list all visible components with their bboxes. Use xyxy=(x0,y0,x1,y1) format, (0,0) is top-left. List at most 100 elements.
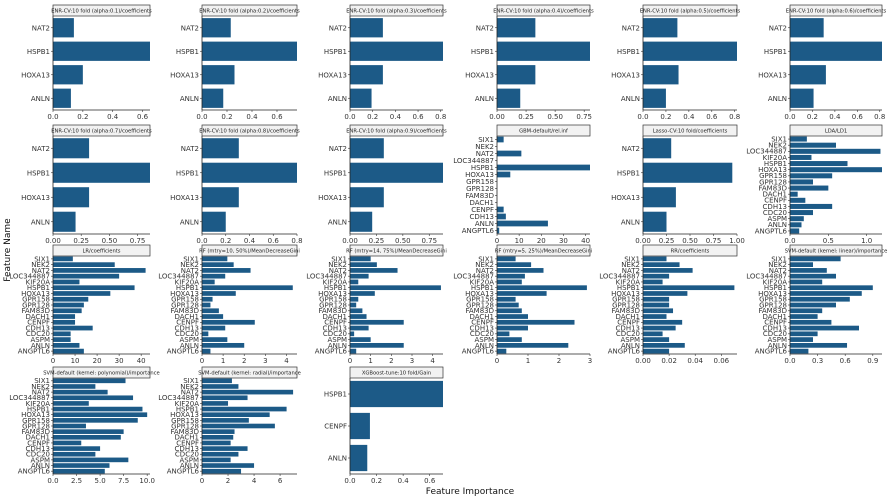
y-tick-label: NAT2 xyxy=(622,267,640,275)
bar-cenpf xyxy=(497,319,575,325)
bar-gpr158 xyxy=(790,173,833,179)
bar-cdh13 xyxy=(202,325,226,331)
y-tick-label: KIF20A xyxy=(26,278,51,286)
y-tick-label: GPR158 xyxy=(759,296,787,304)
panel-10: GBM-default/rel.inf SIX1NEK2NAT2LOC344887… xyxy=(453,124,591,245)
y-tick-label: HSPB1 xyxy=(27,169,50,177)
bar-angptl6 xyxy=(790,228,800,234)
bar-fam83d xyxy=(790,185,829,191)
panel-title: ENR-CV:10 fold (alpha:0.1)/coefficients xyxy=(51,9,152,15)
y-tick-label: GPR158 xyxy=(319,296,347,304)
y-tick-label: ANGPTL6 xyxy=(18,348,51,356)
y-tick-label: CDC20 xyxy=(323,330,347,338)
bar-nat2 xyxy=(350,18,383,38)
x-tick-label: 0.25 xyxy=(369,237,385,245)
bar-cenpf xyxy=(790,197,806,203)
y-tick-label: CDC20 xyxy=(26,330,50,338)
panel-header xyxy=(52,366,151,379)
bar-nek2 xyxy=(790,142,836,148)
bar-anln xyxy=(350,88,372,108)
bar-nat2 xyxy=(202,18,231,38)
bar-hspb1 xyxy=(497,164,590,171)
y-tick-label: CENPF xyxy=(764,197,787,205)
bar-kif20a xyxy=(790,154,812,160)
y-tick-label: ASPM xyxy=(31,456,51,464)
x-tick-label: 0.75 xyxy=(576,113,592,121)
y-tick-label: ANGPTL6 xyxy=(18,468,51,476)
y-tick-label: LOC344887 xyxy=(158,394,199,402)
panel-header xyxy=(201,4,298,17)
bar-hspb1 xyxy=(53,162,150,183)
y-tick-label: KIF20A xyxy=(616,278,641,286)
panel-title: GBM-default/rel.inf xyxy=(519,129,568,135)
y-tick-label: NAT2 xyxy=(329,145,347,153)
bar-anln xyxy=(643,211,667,232)
bar-hoxa13 xyxy=(53,65,83,85)
bar-fam83d xyxy=(202,308,219,314)
bar-cenpf xyxy=(53,440,82,446)
bar-nat2 xyxy=(202,138,239,159)
panel-9: ENR-CV:10 fold (alpha:0.9)/coefficients N… xyxy=(318,124,447,245)
bar-gpr128 xyxy=(202,302,211,308)
y-tick-label: NAT2 xyxy=(769,24,787,32)
y-tick-label: HSPB1 xyxy=(324,284,347,292)
x-tick-label: 0.6 xyxy=(840,357,852,365)
panel-header xyxy=(642,244,738,257)
y-tick-label: NAT2 xyxy=(181,389,199,397)
panel-header xyxy=(349,124,444,137)
x-tick-label: 0.2 xyxy=(367,113,378,121)
bar-loc344887 xyxy=(790,148,881,154)
x-tick-label: 0 xyxy=(200,477,204,485)
bar-anln xyxy=(202,342,245,348)
y-tick-label: ANLN xyxy=(621,218,640,226)
bar-cdc20 xyxy=(202,451,239,457)
x-tick-label: 0.0 xyxy=(784,357,795,365)
x-tick-label: 0 xyxy=(51,357,55,365)
y-tick-label: SIX1 xyxy=(478,255,494,263)
y-tick-label: NAT2 xyxy=(476,150,494,158)
y-tick-label: ASPM xyxy=(328,336,348,344)
bar-hoxa13 xyxy=(202,65,235,85)
bar-loc344887 xyxy=(53,273,120,279)
y-tick-label: NEK2 xyxy=(328,261,347,269)
y-tick-label: HOXA13 xyxy=(21,194,50,202)
y-tick-label: CENPF xyxy=(176,319,199,327)
y-tick-label: HSPB1 xyxy=(176,48,199,56)
y-tick-label: LOC344887 xyxy=(453,157,494,165)
y-tick-label: KIF20A xyxy=(470,278,495,286)
panel-12: LDA/LD1 SIX1NEK2LOC344887KIF20AHSPB1HOXA1… xyxy=(746,124,883,245)
bar-anln xyxy=(202,88,224,108)
bar-gpr128 xyxy=(53,423,86,429)
bar-angptl6 xyxy=(53,348,84,354)
bar-fam83d xyxy=(350,308,363,314)
y-tick-label: CENPF xyxy=(764,319,787,327)
bar-hspb1 xyxy=(790,285,873,291)
bar-anln xyxy=(643,88,666,108)
bar-anln xyxy=(53,211,76,232)
bar-hoxa13 xyxy=(202,412,270,418)
bar-cenpf xyxy=(643,319,683,325)
x-tick-label: 0.00 xyxy=(45,237,61,245)
y-tick-label: ANLN xyxy=(31,342,50,350)
y-tick-label: ANLN xyxy=(768,221,787,229)
y-tick-label: CENPF xyxy=(324,319,347,327)
y-tick-label: ANLN xyxy=(621,95,640,103)
y-tick-label: SIX1 xyxy=(478,136,494,144)
y-tick-label: GPR128 xyxy=(22,422,50,430)
bar-fam83d xyxy=(497,308,522,314)
bar-fam83d xyxy=(53,429,124,434)
bar-aspm xyxy=(790,337,813,342)
bar-hspb1 xyxy=(350,162,443,183)
y-tick-label: HSPB1 xyxy=(27,284,50,292)
x-tick-label: 0.9 xyxy=(867,357,878,365)
y-tick-label: NAT2 xyxy=(329,24,347,32)
x-tick-label: 0.2 xyxy=(221,113,232,121)
bar-hoxa13 xyxy=(790,65,826,85)
bar-dach1 xyxy=(790,191,798,197)
y-tick-label: DACH1 xyxy=(322,313,347,321)
bar-aspm xyxy=(497,337,522,342)
x-tick-label: 0.25 xyxy=(659,237,675,245)
bar-loc344887 xyxy=(202,273,226,279)
panel-header xyxy=(349,244,444,257)
panel-7: ENR-CV:10 fold (alpha:0.7)/coefficients N… xyxy=(21,124,152,245)
